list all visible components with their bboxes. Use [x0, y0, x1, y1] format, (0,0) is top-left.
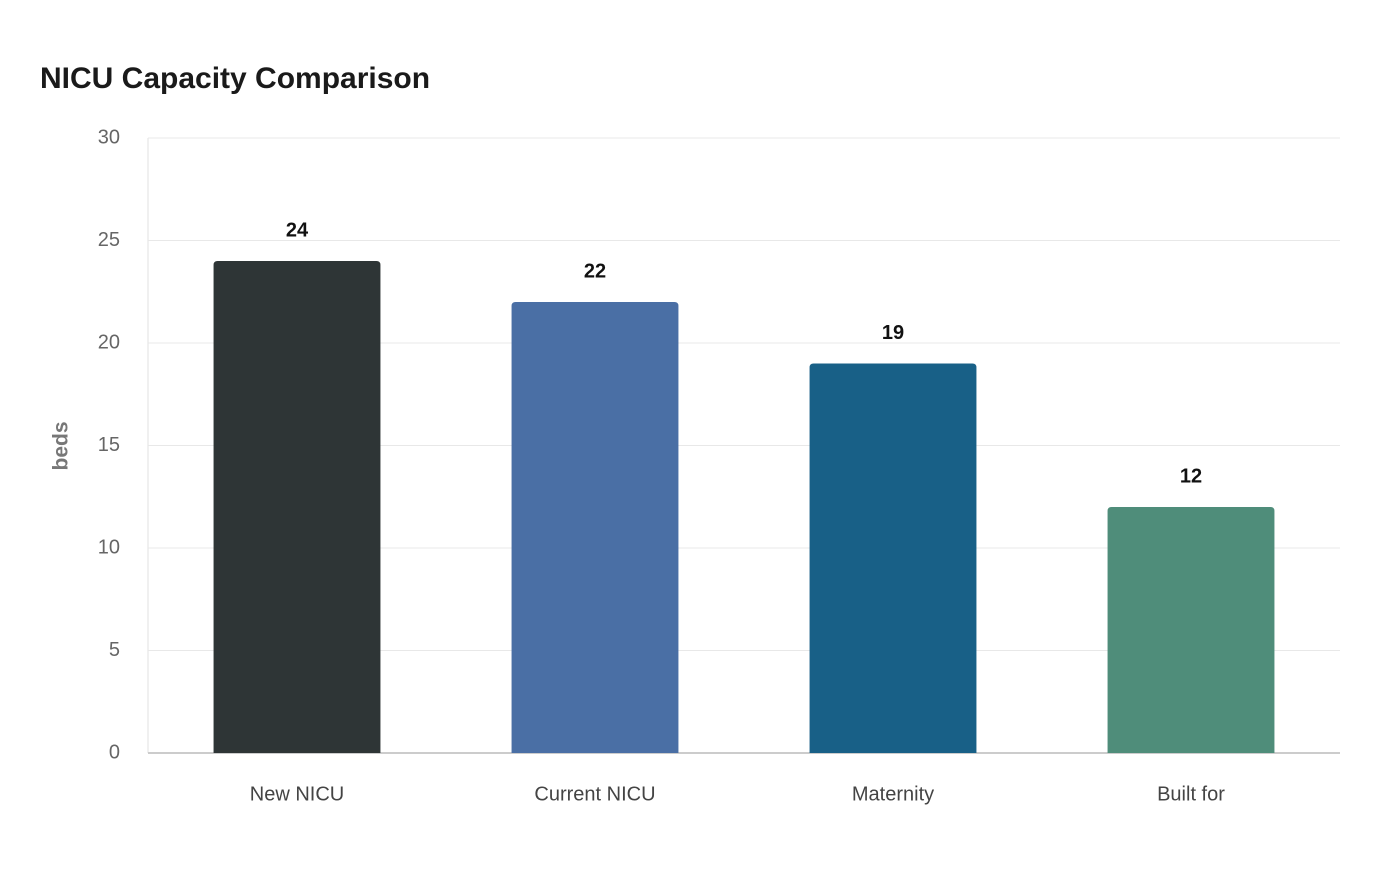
data-label: 22 [584, 260, 606, 282]
chart-title: NICU Capacity Comparison [40, 62, 430, 95]
y-tick-label: 30 [98, 126, 120, 148]
bar [809, 363, 977, 753]
data-label: 12 [1180, 465, 1202, 487]
x-tick-label: Built for [1157, 783, 1225, 805]
y-tick-label: 10 [98, 536, 120, 558]
data-label: 24 [286, 219, 309, 241]
y-tick-label: 15 [98, 434, 120, 456]
y-tick-label: 25 [98, 229, 120, 251]
x-tick-label: New NICU [250, 783, 344, 805]
y-tick-label: 0 [109, 741, 120, 763]
y-tick-label: 5 [109, 639, 120, 661]
x-tick-label: Maternity [852, 783, 934, 805]
bar [1107, 507, 1275, 753]
data-label: 19 [882, 322, 904, 344]
y-axis-label: beds [50, 421, 73, 470]
y-tick-label: 20 [98, 331, 120, 353]
bar [213, 261, 381, 753]
x-tick-label: Current NICU [534, 783, 655, 805]
bar [511, 302, 679, 753]
